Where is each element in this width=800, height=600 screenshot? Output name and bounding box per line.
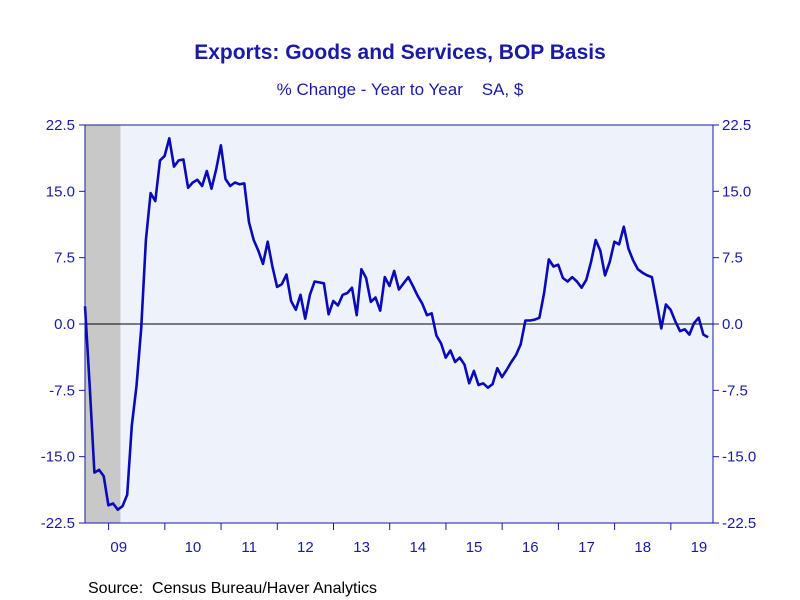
x-tick-label: 14 [409, 539, 426, 556]
y-tick-label-right: 0.0 [722, 316, 743, 333]
y-tick-label-right: 15.0 [722, 183, 751, 200]
y-tick-label-right: -22.5 [722, 515, 756, 532]
x-tick-label: 10 [185, 539, 202, 556]
y-tick-label-left: -22.5 [41, 515, 75, 532]
y-axis-right: 22.5 15.0 7.5 0.0 -7.5 -15.0 -22.5 [713, 117, 756, 532]
y-tick-label-right: -7.5 [722, 382, 748, 399]
x-tick-label: 17 [578, 539, 595, 556]
chart-title: Exports: Goods and Services, BOP Basis [194, 41, 606, 64]
y-tick-label-left: 22.5 [46, 117, 75, 134]
x-tick-label: 12 [297, 539, 314, 556]
source-note: Source: Census Bureau/Haver Analytics [88, 580, 377, 597]
y-tick-label-right: -15.0 [722, 449, 756, 466]
y-axis-left: 22.5 15.0 7.5 0.0 -7.5 -15.0 -22.5 [41, 117, 85, 532]
chart-subtitle: % Change - Year to Year SA, $ [277, 80, 524, 99]
y-tick-label-left: -15.0 [41, 449, 75, 466]
x-tick-label: 19 [691, 539, 708, 556]
x-tick-label: 16 [522, 539, 539, 556]
x-axis: 09 10 11 12 13 14 15 16 17 18 19 [108, 523, 708, 556]
x-tick-label: 11 [241, 539, 257, 556]
x-tick-label: 15 [466, 539, 483, 556]
series-line-exports [83, 137, 709, 512]
y-tick-label-left: 0.0 [54, 316, 75, 333]
y-tick-label-right: 7.5 [722, 250, 743, 267]
x-tick-label: 09 [110, 539, 127, 556]
x-tick-label: 13 [353, 539, 370, 556]
y-tick-label-left: -7.5 [49, 382, 75, 399]
y-tick-label-right: 22.5 [722, 117, 751, 134]
y-tick-label-left: 15.0 [46, 183, 75, 200]
y-tick-label-left: 7.5 [54, 250, 75, 267]
x-tick-label: 18 [634, 539, 651, 556]
